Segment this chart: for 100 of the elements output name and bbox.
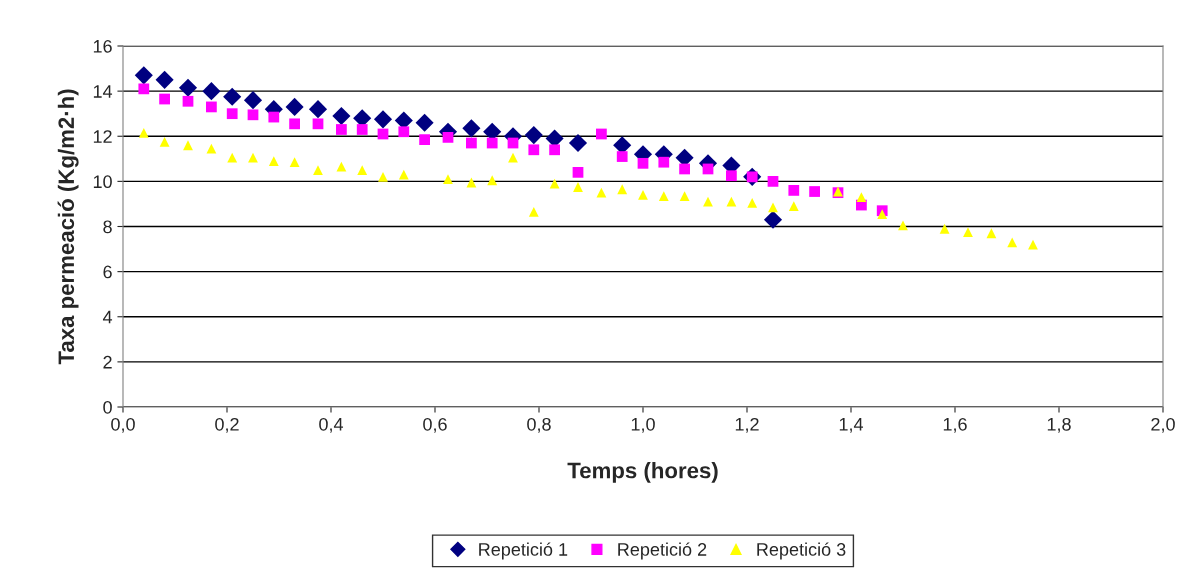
point <box>202 82 221 101</box>
point <box>442 132 454 143</box>
point <box>308 100 328 119</box>
point <box>524 126 543 145</box>
y-tick-label: 10 <box>93 175 112 189</box>
y-tick-label: 16 <box>93 39 112 53</box>
x-tick-label: 2,0 <box>1151 417 1175 433</box>
point <box>138 83 150 95</box>
point <box>357 165 368 175</box>
x-tick-label: 1,4 <box>839 418 864 433</box>
point <box>596 187 607 198</box>
legend-label: Repetició 1 <box>479 542 568 560</box>
point <box>658 156 670 168</box>
point <box>963 227 973 238</box>
point <box>1007 237 1018 248</box>
point <box>528 206 539 217</box>
point <box>226 108 238 120</box>
x-tick-label: 0,4 <box>319 417 344 433</box>
point <box>549 144 560 156</box>
y-tick-label: 0 <box>103 400 112 414</box>
y-tick-label: 6 <box>103 265 112 279</box>
point <box>415 113 434 132</box>
y-tick-label: 2 <box>103 355 112 369</box>
point <box>289 157 300 168</box>
x-tick-label: 0,6 <box>423 417 447 433</box>
x-axis-title: Temps (hores) <box>567 462 718 483</box>
point <box>726 196 737 207</box>
legend-label: Repetició 3 <box>757 542 846 560</box>
point <box>159 136 170 147</box>
x-tick-label: 1,6 <box>943 417 967 433</box>
point <box>596 128 607 140</box>
x-tick-label: 0,0 <box>111 417 135 433</box>
point <box>462 119 481 138</box>
point <box>856 192 867 203</box>
point <box>487 175 498 186</box>
point <box>809 186 820 197</box>
point <box>378 171 388 182</box>
point <box>398 169 409 180</box>
point <box>373 110 393 129</box>
point <box>939 223 950 234</box>
point <box>617 184 628 195</box>
point <box>312 118 324 130</box>
point <box>159 93 170 105</box>
point <box>182 95 194 107</box>
x-tick-label: 1,0 <box>631 417 655 433</box>
y-tick-label: 8 <box>103 220 112 234</box>
point <box>336 124 347 135</box>
y-tick-label: 4 <box>102 310 113 324</box>
point <box>466 137 477 149</box>
point <box>898 220 908 231</box>
point <box>183 140 193 151</box>
point <box>248 152 258 163</box>
point <box>134 66 153 85</box>
point <box>466 177 477 188</box>
point <box>572 166 584 178</box>
point <box>788 185 800 196</box>
point <box>268 111 280 123</box>
point <box>877 209 888 219</box>
legend-label: Repetició 2 <box>618 542 707 560</box>
point <box>986 228 997 239</box>
point <box>508 152 518 163</box>
point <box>138 127 149 138</box>
point <box>568 133 588 153</box>
point <box>549 178 560 189</box>
point <box>178 78 198 97</box>
point <box>573 182 583 192</box>
point <box>243 91 263 110</box>
point <box>443 174 453 185</box>
point <box>763 210 783 229</box>
point <box>336 161 347 172</box>
point <box>206 101 217 113</box>
point <box>486 137 498 149</box>
point <box>767 176 779 187</box>
y-tick-label: 14 <box>93 85 113 98</box>
point <box>658 191 669 201</box>
point <box>206 143 217 154</box>
point <box>726 170 737 182</box>
point <box>528 144 540 156</box>
x-tick-label: 0,2 <box>215 417 239 433</box>
point <box>703 196 713 207</box>
point <box>637 157 649 169</box>
point <box>616 151 628 162</box>
point <box>768 202 778 213</box>
point <box>332 106 351 125</box>
x-tick-label: 0,8 <box>527 417 551 433</box>
x-tick-label: 1,8 <box>1047 417 1071 433</box>
x-tick-label: 1,2 <box>735 417 759 433</box>
point <box>747 197 758 208</box>
point <box>679 191 690 201</box>
point <box>638 190 648 200</box>
point <box>419 134 430 146</box>
point <box>223 87 242 106</box>
point <box>268 156 279 166</box>
y-tick-label: 12 <box>93 130 112 143</box>
y-axis-title: Taxa permeació (Kg/m2·h) <box>57 89 79 365</box>
point <box>247 109 259 121</box>
point <box>289 118 300 130</box>
point <box>227 152 238 163</box>
point <box>788 201 799 212</box>
point <box>313 165 323 175</box>
